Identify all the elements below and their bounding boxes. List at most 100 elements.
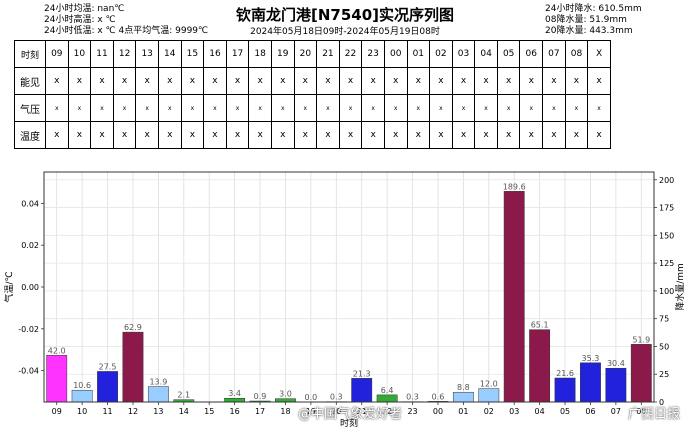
x-tick-label: 05 [560, 407, 570, 416]
x-tick-label: 14 [179, 407, 189, 416]
value-cell: x [519, 67, 544, 95]
data-label: 2.1 [177, 391, 190, 400]
value-cell: x [203, 67, 227, 95]
x-tick-label: 13 [153, 407, 163, 416]
value-cell: x [270, 67, 295, 95]
y-tick-label-right: 150 [659, 231, 674, 240]
data-label: 10.6 [73, 381, 91, 390]
x-tick-label: 12 [128, 407, 138, 416]
y-tick-label-right: 25 [659, 370, 669, 379]
value-cell: x [406, 121, 431, 149]
hour-cell: 16 [203, 40, 227, 68]
value-cell: x [180, 94, 205, 122]
data-label: 12.0 [480, 380, 498, 389]
value-cell: x [429, 121, 453, 149]
data-label: 62.9 [124, 323, 142, 332]
hour-cell: 10 [67, 40, 92, 68]
x-tick-label: 22 [382, 407, 392, 416]
data-label: 8.8 [457, 383, 470, 392]
value-cell: x [248, 121, 272, 149]
bar [71, 389, 93, 403]
precipitation-chart: 42.0 10.6 27.5 62.9 13.9 2.1 3.4 0.9 3.0 0.0 0.3 21… [3, 171, 686, 429]
value-cell: x [180, 67, 205, 95]
x-tick-label: 18 [280, 407, 290, 416]
table-row: 气压 x x x x x x x x x x x x x x x x x x x x x x x x x [14, 94, 611, 122]
y-tick-label-right: 0 [659, 398, 664, 407]
value-cell: x [406, 94, 431, 122]
data-label: 0.3 [406, 393, 419, 402]
hour-cell: 07 [542, 40, 566, 68]
value-cell: x [429, 94, 453, 122]
hour-cell: 01 [406, 40, 431, 68]
x-tick-label: 17 [255, 407, 265, 416]
table-row: 能见 x x x x x x x x x x x x x x x x x x x x x x x x x [14, 67, 611, 95]
value-cell: x [180, 121, 205, 149]
value-cell: x [67, 121, 92, 149]
header-right-line: 20降水量: 443.3mm [545, 26, 633, 36]
hour-cell: 12 [112, 40, 137, 68]
value-cell: x [135, 67, 159, 95]
bar [478, 388, 500, 403]
watermark-right: 广西日报 [628, 407, 681, 422]
value-cell: x [564, 121, 589, 149]
data-label: 13.9 [149, 378, 167, 387]
page-subtitle: 2024年05月18日09时-2024年05月19日08时 [250, 27, 440, 37]
hour-cell: 03 [451, 40, 476, 68]
value-cell: x [203, 121, 227, 149]
header-right-line: 24小时降水: 610.5mm [545, 4, 642, 14]
bar [224, 397, 246, 403]
value-cell: x [429, 67, 453, 95]
hour-cell: 08 [564, 40, 589, 68]
value-cell: x [587, 121, 611, 149]
data-label: 189.6 [503, 182, 526, 191]
x-tick-label: 10 [77, 407, 87, 416]
value-cell: x [45, 94, 69, 122]
bar [376, 394, 398, 403]
data-label: 30.4 [607, 359, 625, 368]
x-tick-label: 04 [535, 407, 545, 416]
value-cell: x [451, 67, 476, 95]
bar [147, 386, 169, 403]
bar [46, 355, 68, 403]
header-right: 24小时降水: 610.5mm 08降水量: 51.9mm 20降水量: 443… [545, 4, 642, 37]
data-label: 6.4 [381, 386, 394, 395]
bar [452, 391, 474, 403]
value-cell: x [587, 94, 611, 122]
value-cell: x [225, 94, 250, 122]
y-tick-label-right: 75 [659, 315, 669, 324]
value-cell: x [338, 121, 363, 149]
y-tick-label-left: 0.00 [21, 283, 39, 292]
value-cell: x [383, 121, 408, 149]
value-cell: x [474, 121, 498, 149]
x-tick-label: 07 [611, 407, 621, 416]
value-cell: x [135, 94, 159, 122]
value-cell: x [90, 67, 114, 95]
value-cell: x [225, 121, 250, 149]
value-cell: x [383, 94, 408, 122]
value-cell: x [496, 67, 521, 95]
data-label: 65.1 [531, 321, 549, 330]
hour-cell: 06 [519, 40, 544, 68]
x-tick-label: 20 [331, 407, 341, 416]
value-cell: x [203, 94, 227, 122]
header-left-line: 24小时高温: x ℃ [44, 15, 116, 25]
page-title: 钦南龙门港[N7540]实况序列图 [235, 6, 454, 24]
hour-cell: 14 [157, 40, 182, 68]
data-label: 35.3 [582, 354, 600, 363]
x-tick-label: 01 [458, 407, 468, 416]
value-cell: x [542, 67, 566, 95]
value-cell: x [451, 94, 476, 122]
value-cell: x [564, 94, 589, 122]
value-cell: x [293, 121, 318, 149]
value-cell: x [338, 94, 363, 122]
bar [605, 367, 627, 403]
value-cell: x [293, 67, 318, 95]
table-row: 温度 x x x x x x x x x x x x x x x x x x x x x x x x x [14, 121, 611, 149]
value-cell: x [112, 121, 137, 149]
y-tick-label-right: 50 [659, 342, 669, 351]
value-cell: x [293, 94, 318, 122]
bar [630, 344, 652, 403]
bar [529, 329, 551, 403]
value-cell: x [564, 67, 589, 95]
watermark-center: @中国气象爱好者 [298, 407, 403, 422]
